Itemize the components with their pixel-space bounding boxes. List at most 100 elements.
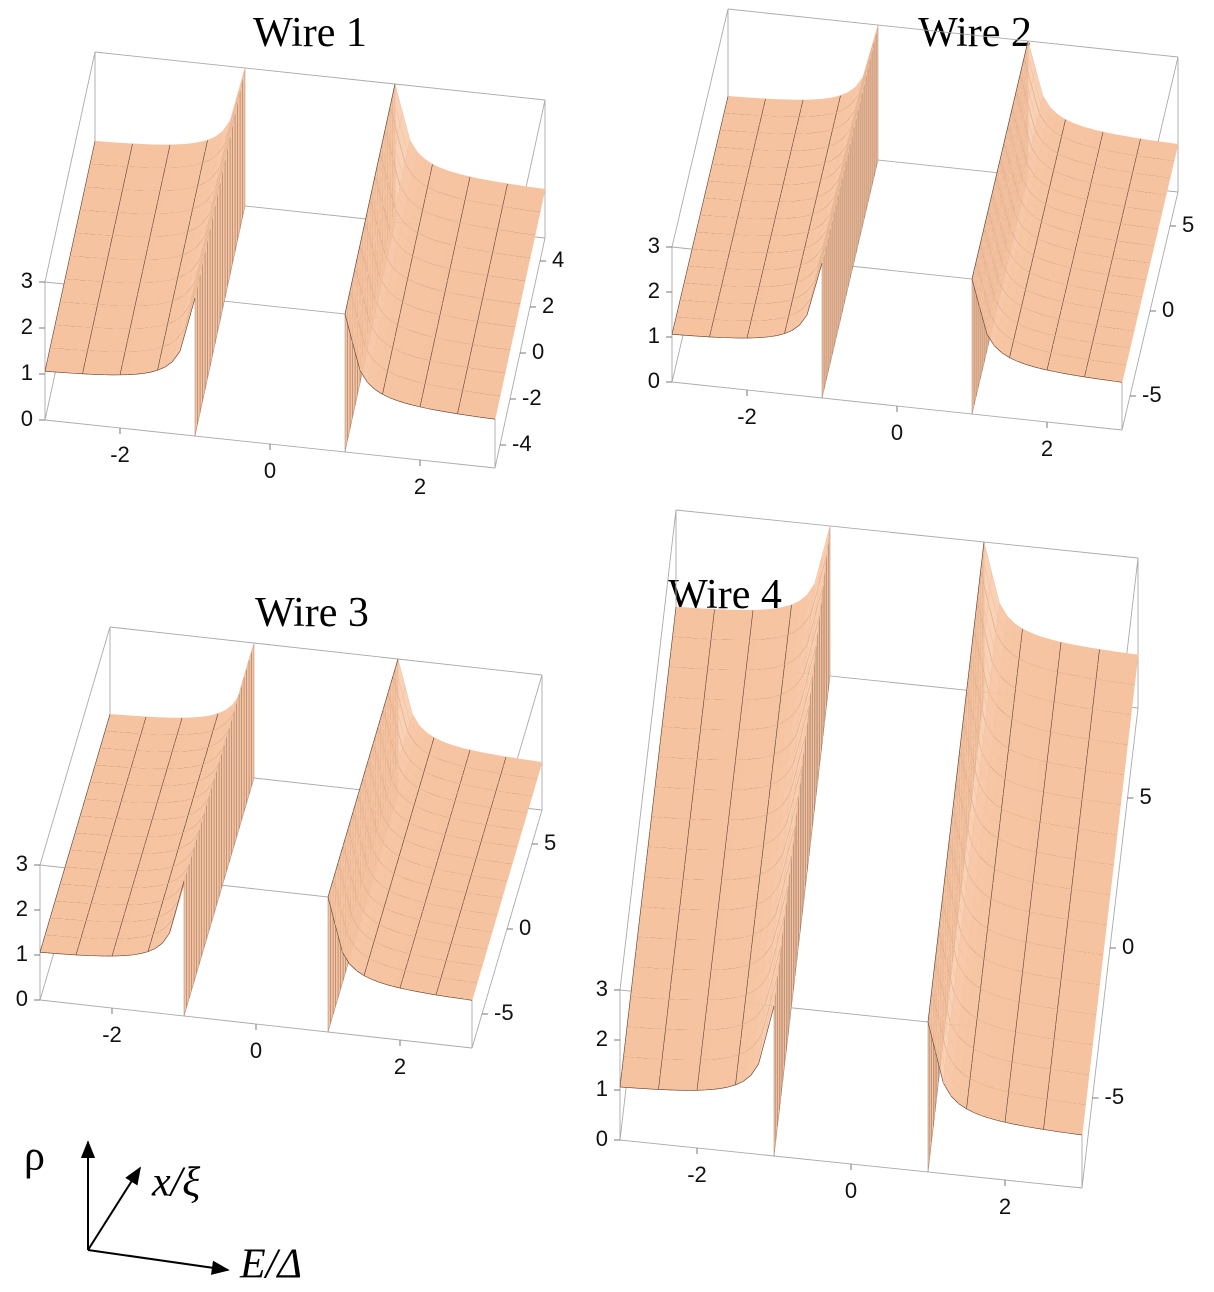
surface-wall bbox=[228, 719, 232, 864]
surface-wall bbox=[233, 702, 237, 847]
surface-grid bbox=[197, 174, 201, 187]
surface-wall bbox=[202, 251, 206, 402]
surface-wall bbox=[229, 125, 233, 276]
surface-grid bbox=[392, 83, 396, 96]
surface-wall bbox=[875, 24, 879, 169]
surface-grid bbox=[467, 176, 471, 189]
z-tick-label: 0 bbox=[21, 406, 33, 431]
z-tick-label: 1 bbox=[648, 323, 660, 348]
surface-cell bbox=[1120, 346, 1131, 358]
surface-cell bbox=[1168, 142, 1179, 154]
surface-wall bbox=[223, 736, 227, 881]
surface-wall bbox=[221, 744, 225, 889]
surface-wall bbox=[219, 171, 223, 322]
surface-grid bbox=[464, 188, 468, 200]
surface-grid bbox=[407, 267, 411, 280]
surface-grid bbox=[129, 317, 133, 329]
surface-wall bbox=[222, 159, 226, 310]
surface-grid bbox=[449, 257, 453, 269]
y-tick-label: 2 bbox=[542, 293, 554, 318]
surface-wall bbox=[246, 659, 250, 804]
surface-grid bbox=[97, 293, 101, 305]
surface-grid bbox=[147, 236, 151, 249]
surface-grid bbox=[427, 175, 431, 188]
surface-wall bbox=[207, 228, 211, 379]
arrow bbox=[87, 1249, 230, 1275]
y-tick-label: 4 bbox=[552, 247, 564, 272]
surface-cell bbox=[1162, 168, 1173, 179]
surface-cell bbox=[1156, 193, 1167, 205]
surface-wall bbox=[823, 245, 827, 390]
surface-grid bbox=[382, 129, 386, 142]
panel-title: Wire 1 bbox=[253, 10, 367, 56]
surface-wall bbox=[213, 770, 217, 915]
surface-wall bbox=[829, 220, 833, 365]
surface-wall bbox=[237, 90, 241, 241]
surface-cell bbox=[1142, 253, 1153, 264]
surface-grid bbox=[437, 314, 441, 327]
surface-grid bbox=[124, 166, 128, 179]
surface-wall bbox=[224, 148, 228, 299]
surface-grid bbox=[402, 290, 406, 303]
z-tick-label: 3 bbox=[21, 268, 33, 293]
surface-wall bbox=[873, 33, 877, 178]
surface-grid bbox=[187, 220, 191, 233]
surface-grid bbox=[77, 210, 81, 222]
surface-grid bbox=[167, 144, 171, 157]
surface-wall bbox=[841, 169, 845, 314]
surface-wall bbox=[243, 668, 247, 813]
surface-cell bbox=[1130, 304, 1141, 315]
surface-grid bbox=[389, 95, 393, 108]
surface-cell bbox=[1138, 270, 1149, 281]
surface-wall bbox=[208, 787, 212, 932]
surface-wall bbox=[198, 821, 202, 966]
surface-grid bbox=[487, 264, 491, 276]
surface-grid bbox=[504, 183, 508, 196]
surface-grid bbox=[162, 167, 166, 180]
surface-wall bbox=[833, 203, 837, 348]
surface-grid bbox=[422, 198, 426, 211]
surface-wall bbox=[236, 693, 240, 838]
surface-cell bbox=[1158, 185, 1169, 196]
surface-wall bbox=[843, 160, 847, 305]
surface-grid bbox=[182, 243, 186, 256]
surface-grid bbox=[152, 213, 156, 226]
surface-grid bbox=[359, 233, 363, 246]
surface-grid bbox=[99, 281, 103, 294]
surface-cell bbox=[1152, 210, 1163, 222]
surface-wall bbox=[218, 753, 222, 898]
surface-grid bbox=[464, 367, 468, 380]
surface-grid bbox=[392, 336, 396, 349]
surface-cell bbox=[1114, 372, 1125, 383]
surface-grid bbox=[154, 202, 158, 214]
axis-legend: ρ x/ξ E/Δ bbox=[24, 1134, 302, 1288]
surface-grid bbox=[477, 310, 481, 322]
surface-grid bbox=[419, 210, 423, 222]
surface-cell bbox=[1124, 329, 1135, 341]
surface-grid bbox=[374, 164, 378, 177]
surface-cell bbox=[1128, 312, 1139, 324]
panel-title: Wire 2 bbox=[918, 10, 1032, 56]
surface-grid bbox=[467, 356, 471, 368]
surface-wall bbox=[203, 804, 207, 949]
surface-grid bbox=[112, 224, 116, 236]
y-tick-label: 0 bbox=[532, 339, 544, 364]
surface-grid bbox=[367, 198, 371, 211]
surface-wall bbox=[251, 642, 255, 787]
surface-grid bbox=[202, 151, 206, 164]
surface-grid bbox=[104, 258, 108, 271]
surface-grid bbox=[457, 222, 461, 235]
y-tick-label: 5 bbox=[1182, 212, 1194, 237]
surface-grid bbox=[149, 225, 153, 237]
surface-grid bbox=[82, 187, 86, 199]
surface-wall bbox=[196, 829, 200, 974]
surface-grid bbox=[372, 175, 376, 188]
surface-grid bbox=[59, 290, 63, 303]
surface-grid bbox=[117, 201, 121, 213]
surface-grid bbox=[62, 279, 66, 291]
surface-grid bbox=[204, 140, 208, 152]
surface-cell bbox=[1160, 176, 1171, 188]
surface-grid bbox=[127, 155, 131, 167]
surface-grid bbox=[492, 241, 496, 253]
